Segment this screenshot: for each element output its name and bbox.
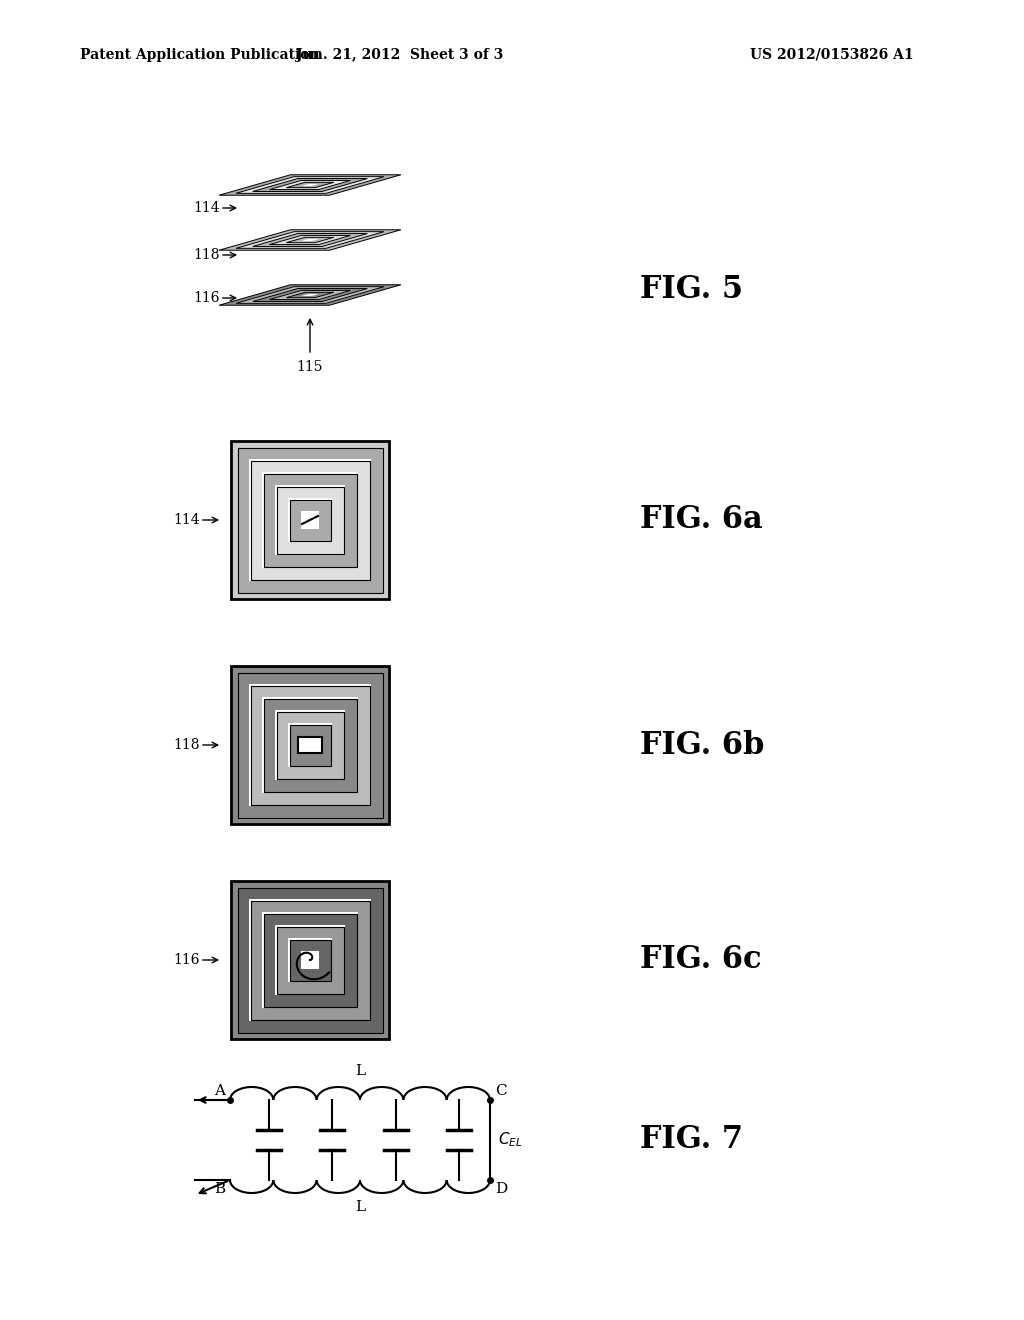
Text: D: D bbox=[495, 1181, 507, 1196]
Polygon shape bbox=[219, 230, 401, 251]
Text: B: B bbox=[214, 1181, 225, 1196]
Polygon shape bbox=[286, 238, 334, 243]
Polygon shape bbox=[251, 900, 370, 1019]
Polygon shape bbox=[269, 235, 350, 244]
Polygon shape bbox=[262, 473, 357, 568]
Polygon shape bbox=[269, 181, 350, 190]
Polygon shape bbox=[253, 289, 368, 301]
Polygon shape bbox=[285, 238, 336, 243]
Polygon shape bbox=[231, 441, 389, 599]
Polygon shape bbox=[263, 913, 356, 1006]
Polygon shape bbox=[238, 672, 383, 817]
Text: 118: 118 bbox=[173, 738, 200, 752]
Polygon shape bbox=[236, 177, 384, 193]
Polygon shape bbox=[267, 235, 352, 244]
Text: A: A bbox=[214, 1084, 225, 1098]
Polygon shape bbox=[251, 288, 369, 302]
Text: FIG. 6c: FIG. 6c bbox=[640, 945, 762, 975]
Polygon shape bbox=[269, 290, 350, 300]
Text: L: L bbox=[355, 1200, 366, 1214]
Polygon shape bbox=[275, 710, 345, 780]
Polygon shape bbox=[288, 939, 332, 982]
Polygon shape bbox=[301, 737, 318, 754]
Polygon shape bbox=[251, 234, 369, 247]
Polygon shape bbox=[286, 182, 334, 187]
Polygon shape bbox=[301, 952, 318, 969]
Text: FIG. 5: FIG. 5 bbox=[640, 275, 743, 305]
Polygon shape bbox=[238, 447, 383, 593]
Polygon shape bbox=[251, 178, 369, 191]
Polygon shape bbox=[249, 459, 371, 581]
Text: 115: 115 bbox=[297, 360, 324, 374]
Text: 118: 118 bbox=[194, 248, 220, 261]
Polygon shape bbox=[251, 685, 370, 804]
Polygon shape bbox=[249, 684, 371, 805]
Text: L: L bbox=[355, 1064, 366, 1078]
Polygon shape bbox=[234, 286, 386, 304]
Polygon shape bbox=[286, 292, 334, 298]
Text: Patent Application Publication: Patent Application Publication bbox=[80, 48, 319, 62]
Polygon shape bbox=[249, 899, 371, 1020]
Polygon shape bbox=[253, 234, 368, 247]
Polygon shape bbox=[263, 698, 356, 792]
Polygon shape bbox=[219, 174, 401, 195]
Polygon shape bbox=[262, 697, 357, 793]
Polygon shape bbox=[298, 737, 322, 752]
Polygon shape bbox=[219, 285, 401, 305]
Polygon shape bbox=[301, 183, 318, 186]
Polygon shape bbox=[275, 925, 345, 995]
Polygon shape bbox=[290, 499, 331, 540]
Text: FIG. 6a: FIG. 6a bbox=[640, 504, 763, 536]
Text: FIG. 7: FIG. 7 bbox=[640, 1125, 743, 1155]
Polygon shape bbox=[290, 940, 331, 981]
Polygon shape bbox=[301, 239, 318, 242]
Polygon shape bbox=[253, 178, 368, 191]
Polygon shape bbox=[288, 723, 332, 767]
Polygon shape bbox=[236, 231, 384, 248]
Text: US 2012/0153826 A1: US 2012/0153826 A1 bbox=[750, 48, 913, 62]
Polygon shape bbox=[231, 667, 389, 824]
Polygon shape bbox=[236, 286, 384, 304]
Polygon shape bbox=[276, 711, 343, 779]
Polygon shape bbox=[276, 487, 343, 553]
Polygon shape bbox=[234, 177, 386, 194]
Text: C: C bbox=[495, 1084, 507, 1098]
Polygon shape bbox=[285, 182, 336, 187]
Text: 114: 114 bbox=[173, 513, 200, 527]
Polygon shape bbox=[234, 231, 386, 248]
Polygon shape bbox=[238, 887, 383, 1032]
Polygon shape bbox=[262, 912, 357, 1007]
Polygon shape bbox=[275, 486, 345, 554]
Text: 114: 114 bbox=[194, 201, 220, 215]
Polygon shape bbox=[288, 498, 332, 541]
Text: 116: 116 bbox=[194, 290, 220, 305]
Polygon shape bbox=[276, 927, 343, 994]
Polygon shape bbox=[267, 290, 352, 300]
Polygon shape bbox=[301, 511, 318, 529]
Text: 116: 116 bbox=[173, 953, 200, 968]
Polygon shape bbox=[285, 292, 336, 298]
Polygon shape bbox=[231, 880, 389, 1039]
Text: FIG. 6b: FIG. 6b bbox=[640, 730, 764, 760]
Text: $C_{EL}$: $C_{EL}$ bbox=[498, 1131, 522, 1150]
Polygon shape bbox=[301, 294, 318, 296]
Text: Jun. 21, 2012  Sheet 3 of 3: Jun. 21, 2012 Sheet 3 of 3 bbox=[296, 48, 504, 62]
Polygon shape bbox=[263, 474, 356, 566]
Polygon shape bbox=[290, 725, 331, 766]
Polygon shape bbox=[251, 461, 370, 579]
Polygon shape bbox=[267, 181, 352, 190]
